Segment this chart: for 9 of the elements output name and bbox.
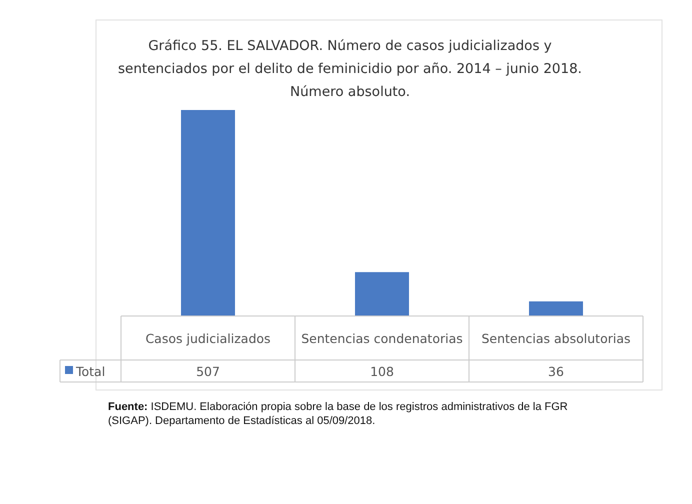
data-label: 507 xyxy=(196,364,220,379)
source-note: Fuente: ISDEMU. Elaboración propia sobre la base de los registros administrativos de la FGR (SIGAP). Departamento de Estadísticas al 05/09/2018. xyxy=(108,401,568,427)
x-tick-label: Casos judicializados xyxy=(145,331,271,346)
data-label: 108 xyxy=(370,364,394,379)
x-tick-label: Sentencias absolutorias xyxy=(481,331,631,346)
data-label: 36 xyxy=(548,364,564,379)
legend-label: Total xyxy=(75,364,106,379)
chart-title: Gráfico 55. EL SALVADOR. Número de casos judicializados y sentenciados por el delito de feminicidio por año. 2014 – junio 2018. Número absoluto. xyxy=(118,38,582,100)
x-tick-label: Sentencias condenatorias xyxy=(301,331,463,346)
